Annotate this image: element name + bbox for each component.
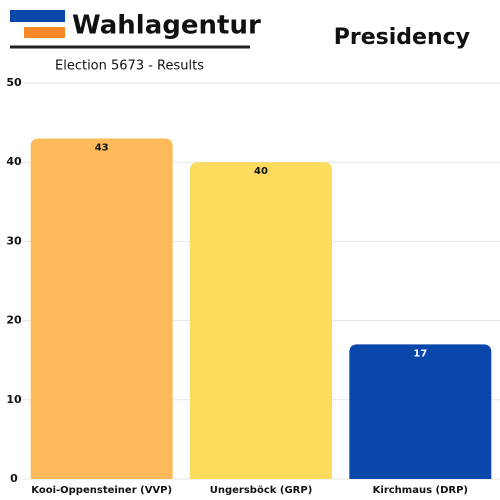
- chart-heading: Presidency: [334, 25, 470, 50]
- y-tick-label: 0: [10, 472, 18, 485]
- x-tick-label: Ungersböck (GRP): [210, 485, 313, 496]
- chart-title: Wahlagentur: [72, 11, 261, 41]
- y-tick-label: 10: [6, 393, 22, 406]
- chart-subtitle: Election 5673 - Results: [55, 59, 204, 74]
- logo-stripe: [10, 10, 65, 22]
- value-label: 43: [95, 142, 109, 153]
- y-tick-label: 20: [6, 314, 22, 327]
- logo-stripe: [24, 27, 65, 38]
- bar: [349, 344, 492, 479]
- y-tick-label: 50: [6, 76, 22, 89]
- y-tick-label: 40: [6, 155, 22, 168]
- bar: [190, 162, 332, 479]
- y-tick-label: 30: [6, 234, 22, 247]
- bar: [30, 138, 173, 479]
- x-tick-label: Kooi-Oppensteiner (VVP): [31, 485, 172, 496]
- value-label: 17: [413, 348, 427, 359]
- value-label: 40: [254, 166, 268, 177]
- x-tick-label: Kirchmaus (DRP): [373, 485, 468, 496]
